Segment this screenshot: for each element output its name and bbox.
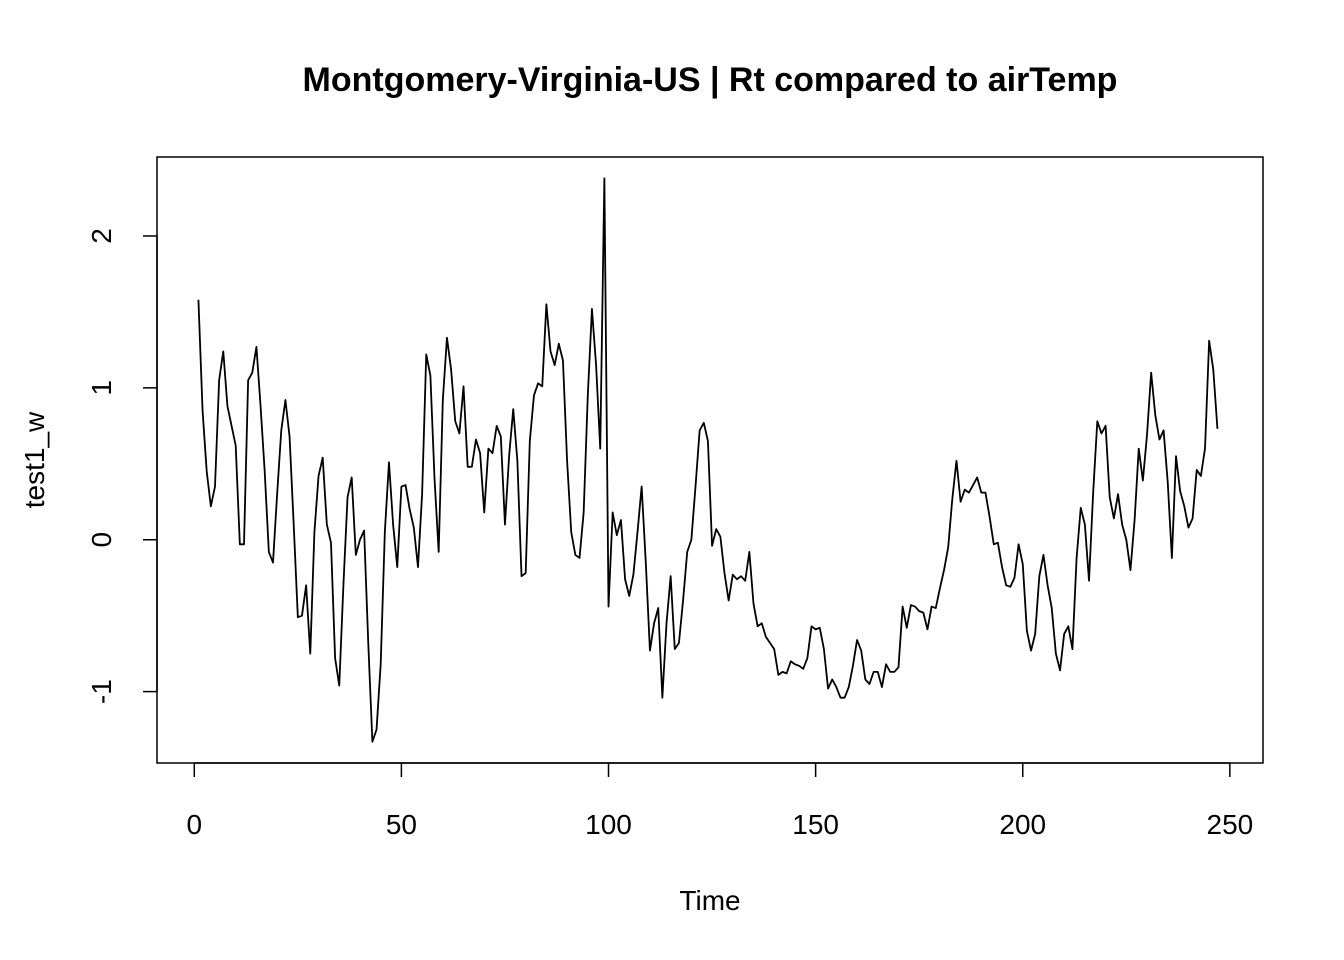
x-tick-label: 250 — [1207, 809, 1254, 840]
y-tick-label: 2 — [86, 228, 117, 244]
x-tick-label: 50 — [386, 809, 417, 840]
x-tick-label: 150 — [792, 809, 839, 840]
x-axis: 0 50 100 150 200 250 — [186, 762, 1254, 840]
series-layer — [197, 177, 1219, 743]
y-tick-label: -1 — [86, 679, 117, 704]
y-axis: -1 0 1 2 — [86, 228, 158, 704]
x-tick-label: 100 — [585, 809, 632, 840]
y-tick-label: 0 — [86, 532, 117, 548]
series-line — [197, 177, 1219, 743]
y-axis-label: test1_w — [19, 411, 50, 508]
chart-title: Montgomery-Virginia-US | Rt compared to … — [303, 61, 1118, 99]
x-axis-label: Time — [679, 885, 740, 916]
x-tick-label: 0 — [186, 809, 202, 840]
x-tick-label: 200 — [999, 809, 1046, 840]
y-tick-label: 1 — [86, 380, 117, 396]
